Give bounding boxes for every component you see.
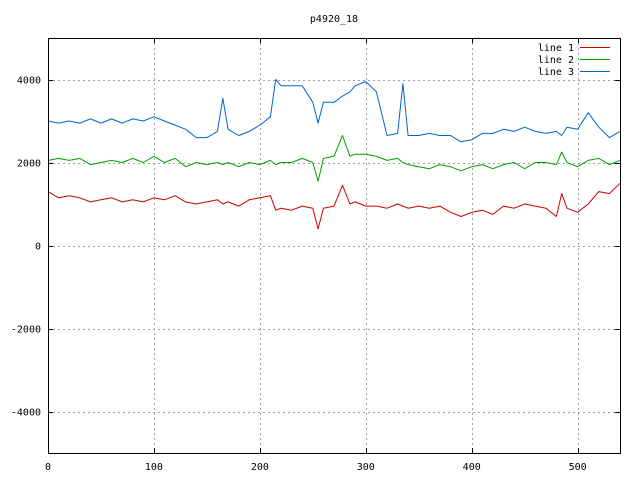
legend-label-2: line 2 <box>538 55 574 66</box>
y-tick-label: 4000 <box>17 76 41 87</box>
y-tick-label: 0 <box>35 242 41 253</box>
legend-label-1: line 1 <box>538 43 574 54</box>
y-tick-label: 2000 <box>17 159 41 170</box>
x-tick-label: 500 <box>569 462 587 473</box>
y-tick-label: -4000 <box>11 408 41 419</box>
series-line-1 <box>47 182 621 230</box>
x-tick-label: 100 <box>145 462 163 473</box>
grid-lines <box>48 38 620 453</box>
x-tick-label: 300 <box>357 462 375 473</box>
x-tick-label: 400 <box>463 462 481 473</box>
series-line-3 <box>47 79 621 143</box>
legend-label-3: line 3 <box>538 67 574 78</box>
chart-title: p4920_18 <box>310 14 358 25</box>
y-tick-label: -2000 <box>11 325 41 336</box>
series-group <box>47 79 621 230</box>
series-line-2 <box>47 135 621 182</box>
x-tick-label: 0 <box>45 462 51 473</box>
x-tick-label: 200 <box>251 462 269 473</box>
axis-ticks: 0 100 200 300 400 500 -4000 -2000 0 2000 4000 <box>11 38 620 473</box>
